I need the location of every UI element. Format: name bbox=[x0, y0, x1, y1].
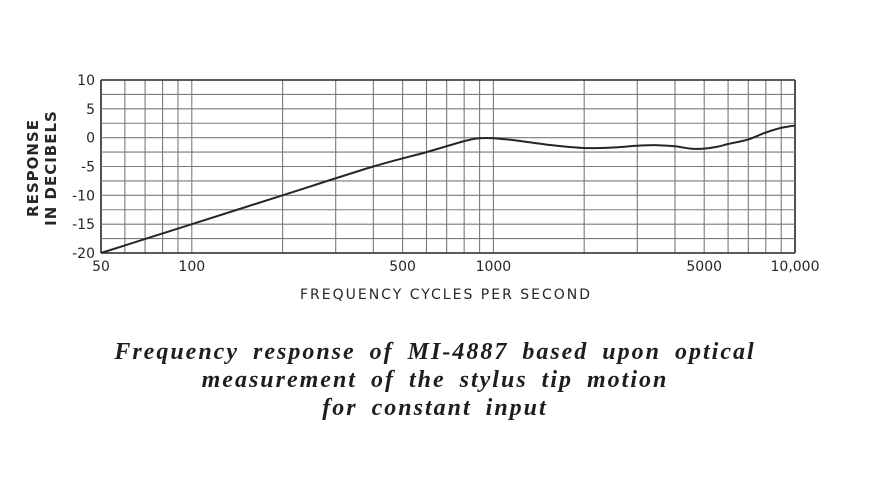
chart-grid bbox=[100, 79, 796, 254]
y-tick-label: -15 bbox=[72, 217, 95, 233]
response-curve bbox=[100, 124, 796, 254]
figure-caption: Frequency response of MI-4887 based upon… bbox=[0, 338, 870, 422]
x-axis-label: FREQUENCY CYCLES PER SECOND bbox=[300, 287, 592, 303]
y-tick-label: 0 bbox=[86, 131, 95, 147]
x-tick-label: 500 bbox=[389, 259, 416, 275]
x-tick-label: 50 bbox=[92, 259, 110, 275]
x-tick-label: 10,000 bbox=[771, 259, 820, 275]
caption-line-3: for constant input bbox=[322, 395, 548, 421]
x-tick-label: 100 bbox=[178, 259, 205, 275]
y-tick-label: -5 bbox=[81, 160, 95, 176]
x-tick-label: 5000 bbox=[686, 259, 722, 275]
caption-line-1: Frequency response of MI-4887 based upon… bbox=[114, 339, 756, 365]
y-tick-label: 5 bbox=[86, 102, 95, 118]
y-tick-label: -20 bbox=[72, 246, 95, 262]
x-tick-labels: 50 100 500 1000 5000 10,000 bbox=[92, 259, 819, 275]
series-layer bbox=[100, 124, 796, 254]
y-tick-labels: 10 5 0 -5 -10 -15 -20 bbox=[72, 73, 95, 262]
y-axis-label-line-2: IN DECIBELS bbox=[42, 110, 60, 226]
caption-line-2: measurement of the stylus tip motion bbox=[201, 367, 669, 393]
y-axis-label: RESPONSE IN DECIBELS bbox=[24, 110, 60, 226]
y-tick-label: 10 bbox=[77, 73, 95, 89]
y-tick-label: -10 bbox=[72, 188, 95, 204]
x-tick-label: 1000 bbox=[476, 259, 512, 275]
y-axis-label-line-1: RESPONSE bbox=[24, 119, 42, 217]
